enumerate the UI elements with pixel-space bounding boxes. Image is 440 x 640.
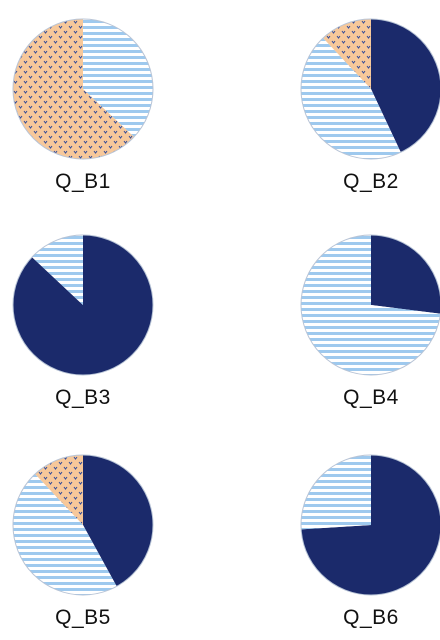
pie-slice-dotted [12,19,135,159]
pie-label-q-b2: Q_B2 [343,170,399,193]
pie-q-b4 [300,234,440,376]
pie-outline [12,454,154,596]
pie-slice-dotted [323,19,371,89]
pie-q-b1 [12,18,154,160]
pie-q-b5 [12,454,154,596]
pie-q-b3 [12,234,154,376]
pie-slice-dark [12,235,154,375]
pie-chart-q-b3: Q_B3 [8,230,158,420]
pie-q-b6 [300,454,440,596]
pie-label-q-b3: Q_B3 [55,386,111,409]
pie-outline [300,234,440,376]
pie-q-b2 [300,18,440,160]
pie-chart-q-b2: Q_B2 [296,14,440,204]
pie-slice-striped [83,19,153,137]
pie-chart-grid: Q_B1 Q_B2 Q_B3 Q_B4 Q_B5 Q_B6 [8,14,440,629]
pie-slice-striped [301,37,401,159]
pie-chart-q-b5: Q_B5 [8,450,158,640]
pie-slice-dark [371,235,440,314]
pie-outline [300,454,440,596]
pie-slice-dotted [35,455,83,525]
pie-label-q-b4: Q_B4 [343,386,399,409]
pie-slice-dark [371,19,440,153]
pie-outline [12,234,154,376]
pie-label-q-b5: Q_B5 [55,606,111,629]
pie-chart-q-b4: Q_B4 [296,230,440,420]
pie-slice-striped [301,235,440,375]
pie-label-q-b1: Q_B1 [55,170,111,193]
pie-slice-striped [301,455,371,530]
pie-slice-dark [83,455,154,587]
pie-outline [300,18,440,160]
pie-slice-striped [31,235,83,305]
pie-slice-striped [13,473,117,595]
pie-outline [12,18,154,160]
pie-slice-dark [301,455,440,595]
pie-chart-q-b6: Q_B6 [296,450,440,640]
pie-label-q-b6: Q_B6 [343,606,399,629]
pie-chart-q-b1: Q_B1 [8,14,158,204]
